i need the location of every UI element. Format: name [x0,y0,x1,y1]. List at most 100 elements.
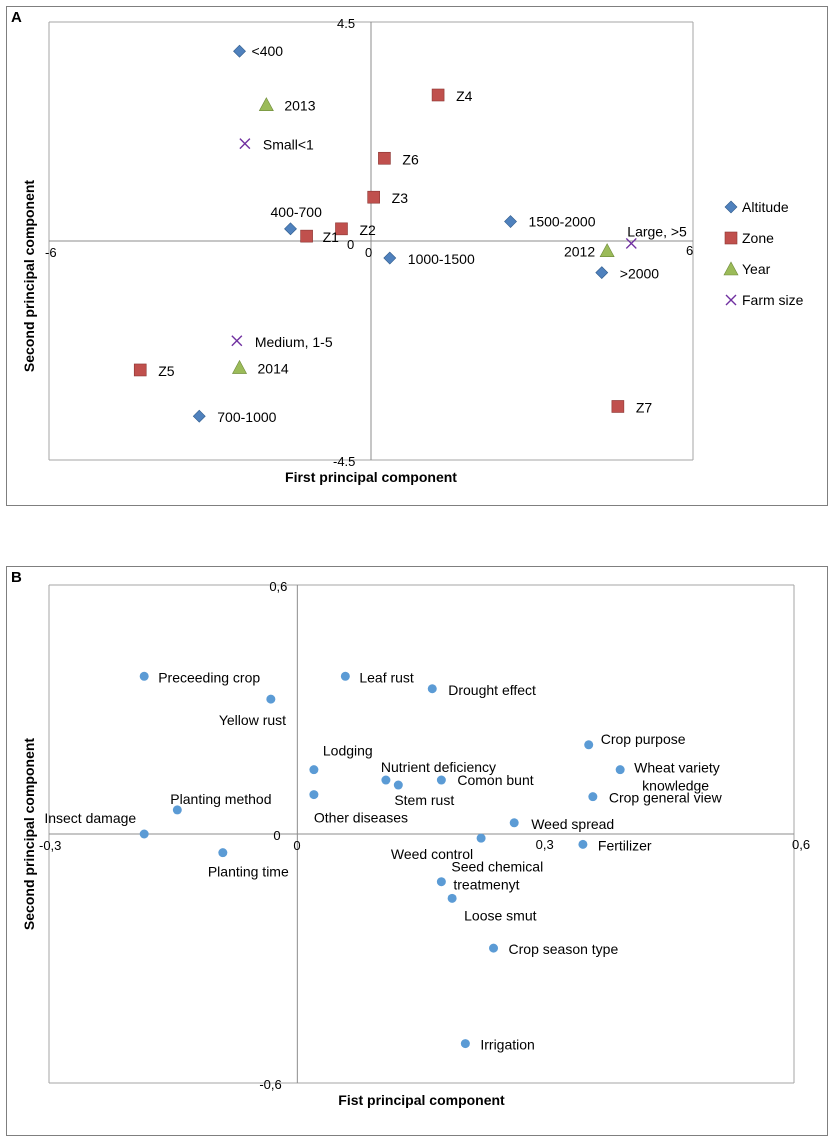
chart2-point-weed-spread [509,818,519,828]
panel-b-letter: B [11,569,22,586]
chart2-point-drought-effect [427,684,437,694]
chart1-point-z6 [378,151,391,165]
chart2-point-label: Fertilizer [598,837,652,853]
chart2-x-tick-label: 0,6 [792,837,810,852]
chart1-point-label: 700-1000 [217,409,276,425]
chart2-point-label: Planting method [170,791,271,807]
chart2-y-tick-label: -0,6 [259,1077,281,1092]
chart1-legend-label: Farm size [742,292,804,308]
chart1-point-label: 1500-2000 [529,214,596,230]
chart1-point-2000 [595,266,609,280]
chart2-point-label: knowledge [642,778,709,794]
chart2-point-nutrient-deficiency [381,775,391,785]
chart2-point-label: Lodging [323,743,373,759]
chart1-point-label: Z5 [158,363,175,379]
chart2-point-label: Drought effect [448,682,536,698]
chart1-point-medium-1-5 [231,335,243,347]
chart2-point-preceeding-crop [139,671,149,681]
chart2-point-planting-time [218,848,228,858]
chart2-point-label: Stem rust [394,792,454,808]
chart2-y-axis-title: Second principal component [21,738,37,930]
chart1-legend-label: Altitude [742,199,789,215]
chart1-point-label: Medium, 1-5 [255,334,333,350]
chart1-point-label: <400 [252,43,284,59]
chart2-point-label: Other diseases [314,810,408,826]
chart2-point-planting-method [172,805,182,815]
chart2-x-tick-label: -0,3 [39,838,61,853]
chart2-point-label: Irrigation [480,1037,534,1053]
chart1-legend-marker-zone [724,231,738,245]
chart1-legend-marker-farm-size [725,294,737,306]
chart1-point-400-700 [284,222,297,236]
chart2-point-label: Insect damage [44,810,136,826]
chart1-point-large-5 [625,237,637,249]
chart2-point-label: Crop general view [609,790,723,806]
chart1-point-label: Z2 [359,222,376,238]
chart2-y-tick-label: 0,6 [269,579,287,594]
chart2-x-tick-label: 0,3 [536,837,554,852]
chart1-x-tick-label: -6 [45,245,57,260]
chart2-point-label: Crop season type [509,941,619,957]
chart2-point-label: Crop purpose [601,731,686,747]
chart2-x-tick-label: 0 [293,838,300,853]
chart1-y-tick-label: -4.5 [333,454,355,469]
chart2-point-fertilizer [578,839,588,849]
panel-a-letter: A [11,9,22,26]
chart2-point-label: Preceeding crop [158,669,260,685]
chart2-point-label: Loose smut [464,907,536,923]
chart1-point-label: Large, >5 [627,223,687,239]
chart1-point-2013 [258,97,274,112]
chart1-point-z5 [133,363,147,377]
chart2-point-label: Nutrient deficiency [381,759,496,775]
chart1-point-label: Z4 [456,88,473,104]
chart2-point-irrigation [460,1039,470,1049]
chart2-point-label: Wheat variety [634,760,720,776]
chart1-point-label: Z7 [636,399,653,415]
chart1-point-label: Z1 [323,229,340,245]
chart1-point-label: 2012 [564,244,595,260]
chart1-point-400 [233,44,246,58]
chart2-point-label: Comon bunt [457,772,533,788]
chart2-y-tick-label: 0 [273,828,280,843]
chart2-point-label: Weed spread [531,816,614,832]
chart2-point-comon-bunt [436,775,446,785]
chart1-point-label: Z6 [402,151,419,167]
chart2-point-insect-damage [139,829,149,839]
chart2-point-stem-rust [393,780,403,790]
panel-b: B [6,566,828,1136]
chart1-point-1500-2000 [504,215,517,228]
chart2-x-axis-title: Fist principal component [338,1092,505,1108]
chart1-y-axis-title: Second principal component [21,180,37,372]
chart2-point-other-diseases [309,790,319,800]
chart1-x-tick-label: 0 [365,245,372,260]
chart2-point-label: Leaf rust [359,669,414,685]
chart2-point-wheat-variety-knowledge [615,765,625,775]
chart2-point-leaf-rust [340,671,350,681]
chart1-point-label: >2000 [620,266,660,282]
chart1-y-tick-label: 0 [347,237,354,252]
chart1-point-z3 [367,190,380,204]
chart1-point-z7 [611,400,625,413]
chart1-point-2014 [232,359,248,374]
chart2-point-weed-control [476,833,486,843]
chart1-point-1000-1500 [383,251,397,265]
chart1-legend-marker-year [723,261,739,276]
chart1-point-label: Small<1 [263,137,314,153]
chart1-point-label: 1000-1500 [408,251,475,267]
chart1-point-z1 [300,229,313,243]
chart1-point-2012 [599,243,615,258]
chart2-point-label: Planting time [208,864,289,880]
chart1-x-tick-label: 6 [686,243,693,258]
chart1-legend-marker-altitude [724,200,738,214]
panel-a: A [6,6,828,506]
chart2-point-label: Weed control [391,846,473,862]
chart1-legend-label: Year [742,261,771,277]
chart2-point-crop-purpose [584,740,594,750]
chart1-legend-label: Zone [742,230,774,246]
chart2-point-crop-season-type [489,943,499,953]
chart1-point-700-1000 [192,409,206,423]
chart1-point-label: 2014 [258,361,289,377]
chart2-point-loose-smut [447,893,457,903]
chart1-point-label: 400-700 [271,204,323,220]
chart2-point-yellow-rust [266,694,276,704]
